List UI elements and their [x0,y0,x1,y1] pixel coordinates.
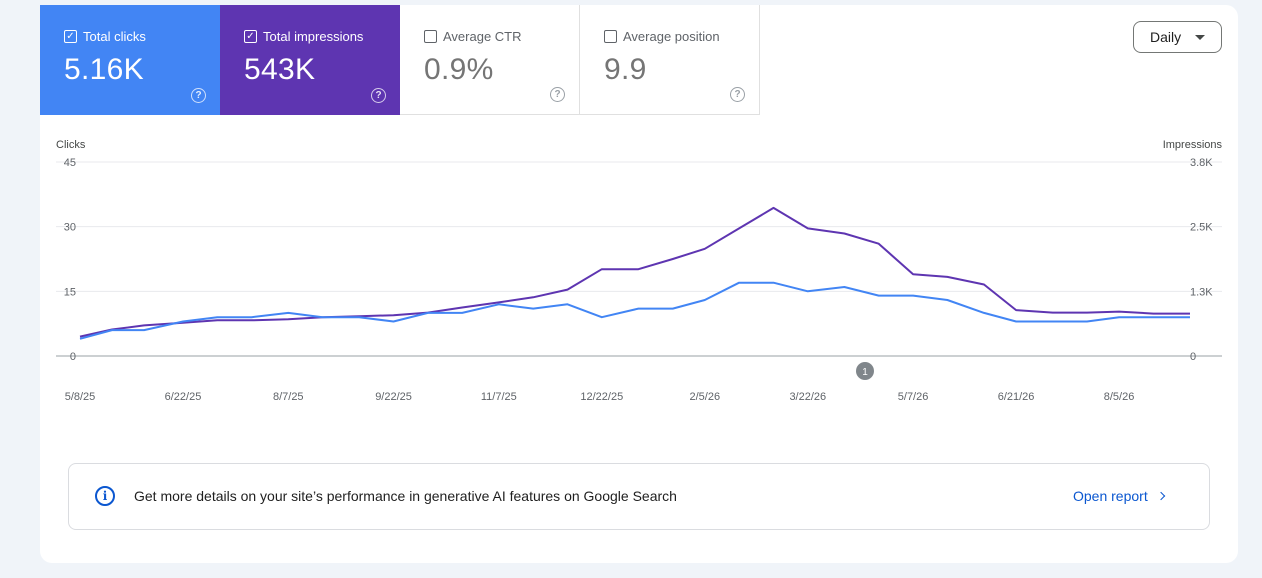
open-report-link[interactable]: Open report [1073,488,1165,504]
metric-value: 9.9 [604,53,647,86]
metric-value: 5.16K [64,53,144,86]
right-tick-label: 0 [1190,351,1196,363]
metric-label: Average position [623,29,720,44]
metric-tile-average-position[interactable]: Average position 9.9 ? [580,5,760,115]
caret-down-icon [1195,35,1205,40]
right-tick-label: 2.5K [1190,222,1213,234]
granularity-selected: Daily [1150,29,1182,45]
info-icon: i [95,486,115,506]
right-axis-title: Impressions [1162,139,1222,151]
annotation-marker-label: 1 [862,367,868,378]
left-axis-title: Clicks [56,139,86,151]
ai-features-banner: i Get more details on your site’s perfor… [68,463,1210,530]
left-tick-label: 0 [70,351,76,363]
metric-label: Total clicks [83,29,146,44]
help-icon[interactable]: ? [730,87,745,102]
granularity-dropdown[interactable]: Daily [1133,21,1222,53]
x-tick-label: 6/22/25 [165,391,202,403]
left-tick-label: 45 [64,157,76,169]
left-tick-label: 30 [64,222,76,234]
checkbox-checked-icon[interactable]: ✓ [244,30,257,43]
metric-label: Total impressions [263,29,364,44]
x-tick-label: 3/22/26 [789,391,826,403]
performance-card: ✓ Total clicks 5.16K ? ✓ Total impressions… [40,5,1238,563]
x-tick-label: 5/8/25 [65,391,96,403]
checkbox-unchecked-icon[interactable] [424,30,437,43]
series-line-impressions [79,206,1190,338]
right-tick-label: 3.8K [1190,157,1213,169]
checkbox-unchecked-icon[interactable] [604,30,617,43]
help-icon[interactable]: ? [550,87,565,102]
metric-value: 543K [244,53,316,86]
x-tick-label: 6/21/26 [998,391,1035,403]
metric-tile-average-ctr[interactable]: Average CTR 0.9% ? [400,5,580,115]
metric-label: Average CTR [443,29,522,44]
series-line-clicks [79,281,1190,340]
banner-message: Get more details on your site’s performa… [134,488,677,504]
performance-chart: 45 3.8K 30 2.5K 15 1.3K 0 0 5/8/25 6/22/25 8/7/25 9… [56,157,1222,403]
left-tick-label: 15 [64,286,76,298]
x-tick-label: 8/7/25 [273,391,304,403]
x-tick-label: 9/22/25 [375,391,412,403]
annotation-marker [856,362,874,380]
x-tick-label: 11/7/25 [481,391,517,403]
metric-tile-total-impressions[interactable]: ✓ Total impressions 543K ? [220,5,400,115]
x-tick-label: 12/22/25 [580,391,623,403]
metric-tile-total-clicks[interactable]: ✓ Total clicks 5.16K ? [40,5,220,115]
x-tick-label: 2/5/26 [690,391,721,403]
checkbox-checked-icon[interactable]: ✓ [64,30,77,43]
x-tick-label: 8/5/26 [1104,391,1135,403]
x-tick-label: 5/7/26 [898,391,929,403]
chevron-right-icon [1156,491,1165,501]
right-tick-label: 1.3K [1190,286,1213,298]
metric-value: 0.9% [424,53,494,86]
help-icon[interactable]: ? [371,88,386,103]
help-icon[interactable]: ? [191,88,206,103]
